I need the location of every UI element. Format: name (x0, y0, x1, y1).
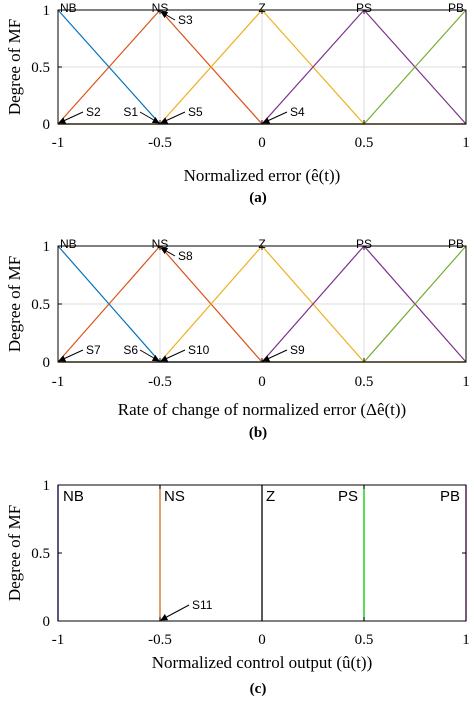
panel-label: (a) (249, 190, 267, 206)
y-tick-label: 0 (43, 117, 51, 133)
mf-label-ns: NS (152, 1, 169, 15)
x-tick-label: 0 (258, 632, 266, 648)
mf-label-nb: NB (63, 488, 84, 505)
mf-label-nb: NB (60, 237, 77, 251)
y-tick-label: 0.5 (31, 60, 50, 76)
annotation-arrow (139, 349, 160, 362)
annotation-arrow (139, 111, 160, 124)
x-tick-label: 1 (462, 374, 470, 390)
x-tick-label: 1 (462, 135, 470, 151)
mf-label-z: Z (266, 488, 275, 505)
x-tick-label: 1 (462, 632, 470, 648)
mf-label-ns: NS (152, 237, 169, 251)
annotation-arrow (58, 111, 84, 124)
x-tick-label: -0.5 (148, 135, 172, 151)
annotation-arrow (262, 349, 288, 362)
annotation-label: S11 (192, 598, 213, 612)
annotation-arrow (262, 111, 288, 124)
y-tick-label: 0 (43, 614, 51, 630)
y-axis-label: Degree of MF (5, 505, 24, 601)
y-tick-label: 1 (43, 478, 51, 494)
y-axis-label: Degree of MF (5, 256, 24, 352)
mf-label-ps: PS (356, 1, 372, 15)
annotation-label: S1 (123, 105, 138, 119)
annotation-arrow (58, 349, 84, 362)
x-axis-label: Normalized control output (û(t)) (152, 653, 372, 672)
annotation-arrow (160, 349, 186, 362)
mf-label-ns: NS (164, 488, 185, 505)
annotation-arrow (160, 111, 186, 124)
annotation-label: S10 (188, 343, 210, 357)
panel-label: (b) (249, 425, 267, 441)
mf-label-nb: NB (60, 1, 77, 15)
panel-3: -1 -0.5 0 0.5 1 0 0.5 1 Degree of MF Normalized c… (5, 478, 470, 697)
y-axis-label: Degree of MF (5, 19, 24, 115)
x-tick-label: -0.5 (148, 632, 172, 648)
annotation-label: S4 (290, 105, 305, 119)
annotation-label: S5 (188, 105, 203, 119)
x-tick-label: 0 (258, 135, 266, 151)
annotation-label: S7 (86, 343, 101, 357)
x-tick-label: -1 (52, 374, 65, 390)
annotation-arrow (160, 247, 176, 257)
y-tick-label: 0.5 (31, 546, 50, 562)
annotation-arrow (160, 604, 190, 621)
x-tick-label: 0.5 (355, 135, 374, 151)
mf-label-pb: PB (448, 1, 464, 15)
mf-label-ps: PS (338, 488, 358, 505)
y-tick-label: 0.5 (31, 297, 50, 313)
y-tick-label: 1 (43, 3, 51, 19)
panel-2: -1 -0.5 0 0.5 1 0 0.5 1 Degree of MF Rate of chan… (5, 237, 470, 441)
x-tick-label: -1 (52, 632, 65, 648)
mf-label-ps: PS (356, 237, 372, 251)
annotation-arrow (160, 11, 176, 21)
annotation-label: S6 (123, 343, 138, 357)
x-tick-label: -0.5 (148, 374, 172, 390)
mf-label-z: Z (258, 1, 265, 15)
panel-label: (c) (250, 681, 267, 697)
mf-label-pb: PB (440, 488, 460, 505)
x-axis-label: Rate of change of normalized error (Δê(t… (118, 400, 406, 419)
panel-1: -1 -0.5 0 0.5 1 0 0.5 1 Degree of MF Normalized e… (5, 1, 470, 206)
y-tick-label: 1 (43, 239, 51, 255)
annotation-label: S9 (290, 343, 305, 357)
x-tick-label: 0 (258, 374, 266, 390)
mf-label-z: Z (258, 237, 265, 251)
annotation-label: S8 (178, 249, 193, 263)
x-tick-label: 0.5 (355, 632, 374, 648)
x-tick-label: -1 (52, 135, 65, 151)
x-tick-label: 0.5 (355, 374, 374, 390)
annotation-label: S3 (178, 13, 193, 27)
x-axis-label: Normalized error (ê(t)) (184, 166, 341, 185)
y-tick-label: 0 (43, 355, 51, 371)
mf-label-pb: PB (448, 237, 464, 251)
annotation-label: S2 (86, 105, 101, 119)
